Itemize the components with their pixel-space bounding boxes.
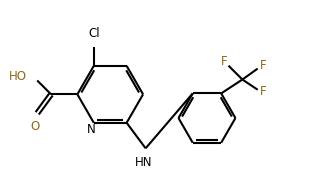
Text: HN: HN bbox=[135, 156, 152, 169]
Text: F: F bbox=[221, 55, 227, 68]
Text: Cl: Cl bbox=[88, 27, 100, 40]
Text: HO: HO bbox=[9, 70, 27, 83]
Text: N: N bbox=[86, 123, 95, 136]
Text: O: O bbox=[31, 120, 40, 133]
Text: F: F bbox=[260, 59, 267, 72]
Text: F: F bbox=[260, 85, 267, 98]
